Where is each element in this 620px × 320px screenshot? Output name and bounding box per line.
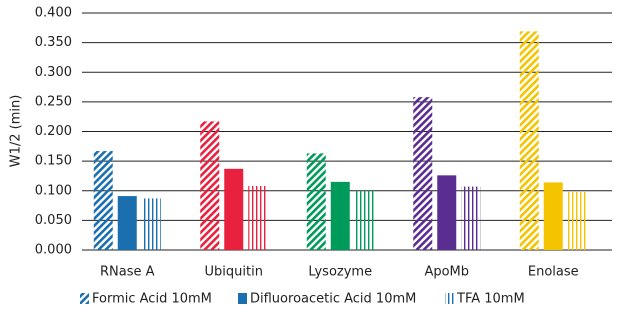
x-tick-label: Lysozyme <box>308 265 372 280</box>
x-tick-label: Enolase <box>528 265 579 280</box>
y-tick-label: 0.150 <box>35 154 72 169</box>
legend-swatch <box>238 293 247 304</box>
y-tick-label: 0.300 <box>35 65 72 80</box>
bar <box>354 190 374 250</box>
y-tick-label: 0.100 <box>35 183 72 198</box>
y-tick-label: 0.200 <box>35 124 72 139</box>
legend-label: Formic Acid 10mM <box>92 292 212 307</box>
y-tick-label: 0.350 <box>35 35 72 50</box>
bar <box>567 191 587 250</box>
x-tick-label: ApoMb <box>424 265 469 280</box>
bar <box>141 198 161 250</box>
bar <box>413 97 433 250</box>
bar <box>330 181 350 250</box>
legend-swatch <box>445 293 454 304</box>
y-tick-label: 0.250 <box>35 94 72 109</box>
y-tick-label: 0.050 <box>35 213 72 228</box>
legend-label: TFA 10mM <box>456 292 525 307</box>
x-tick-label: Ubiquitin <box>205 265 263 280</box>
bar <box>117 196 137 250</box>
y-tick-label: 0.400 <box>35 6 72 21</box>
x-tick-label: RNase A <box>100 265 155 280</box>
bar <box>461 186 481 250</box>
bar <box>543 182 563 250</box>
bar <box>93 151 113 250</box>
legend-swatch <box>80 293 89 304</box>
legend-label: Difluoroacetic Acid 10mM <box>250 292 416 307</box>
y-axis-label: W1/2 (min) <box>9 95 24 168</box>
bar <box>306 153 326 250</box>
bar <box>200 121 220 251</box>
bar <box>437 175 457 250</box>
bar <box>519 31 539 251</box>
bar <box>248 186 268 250</box>
bar <box>224 168 244 250</box>
y-tick-label: 0.000 <box>35 243 72 258</box>
